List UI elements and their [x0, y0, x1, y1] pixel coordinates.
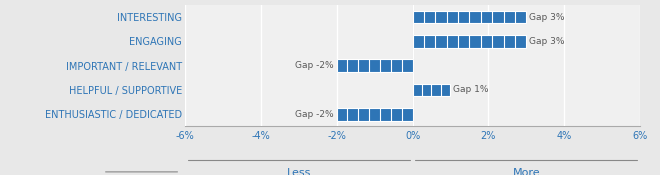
Bar [412, 84, 450, 96]
Bar [412, 35, 526, 48]
Text: Gap -2%: Gap -2% [295, 61, 333, 70]
Bar [337, 108, 412, 121]
Text: Gap 3%: Gap 3% [529, 37, 565, 46]
Text: More: More [513, 168, 540, 175]
Text: Less: Less [286, 168, 311, 175]
Text: Gap -2%: Gap -2% [295, 110, 333, 119]
Text: Gap 3%: Gap 3% [529, 13, 565, 22]
Bar [412, 11, 526, 23]
Text: Gap 1%: Gap 1% [453, 85, 489, 94]
Bar [337, 59, 412, 72]
